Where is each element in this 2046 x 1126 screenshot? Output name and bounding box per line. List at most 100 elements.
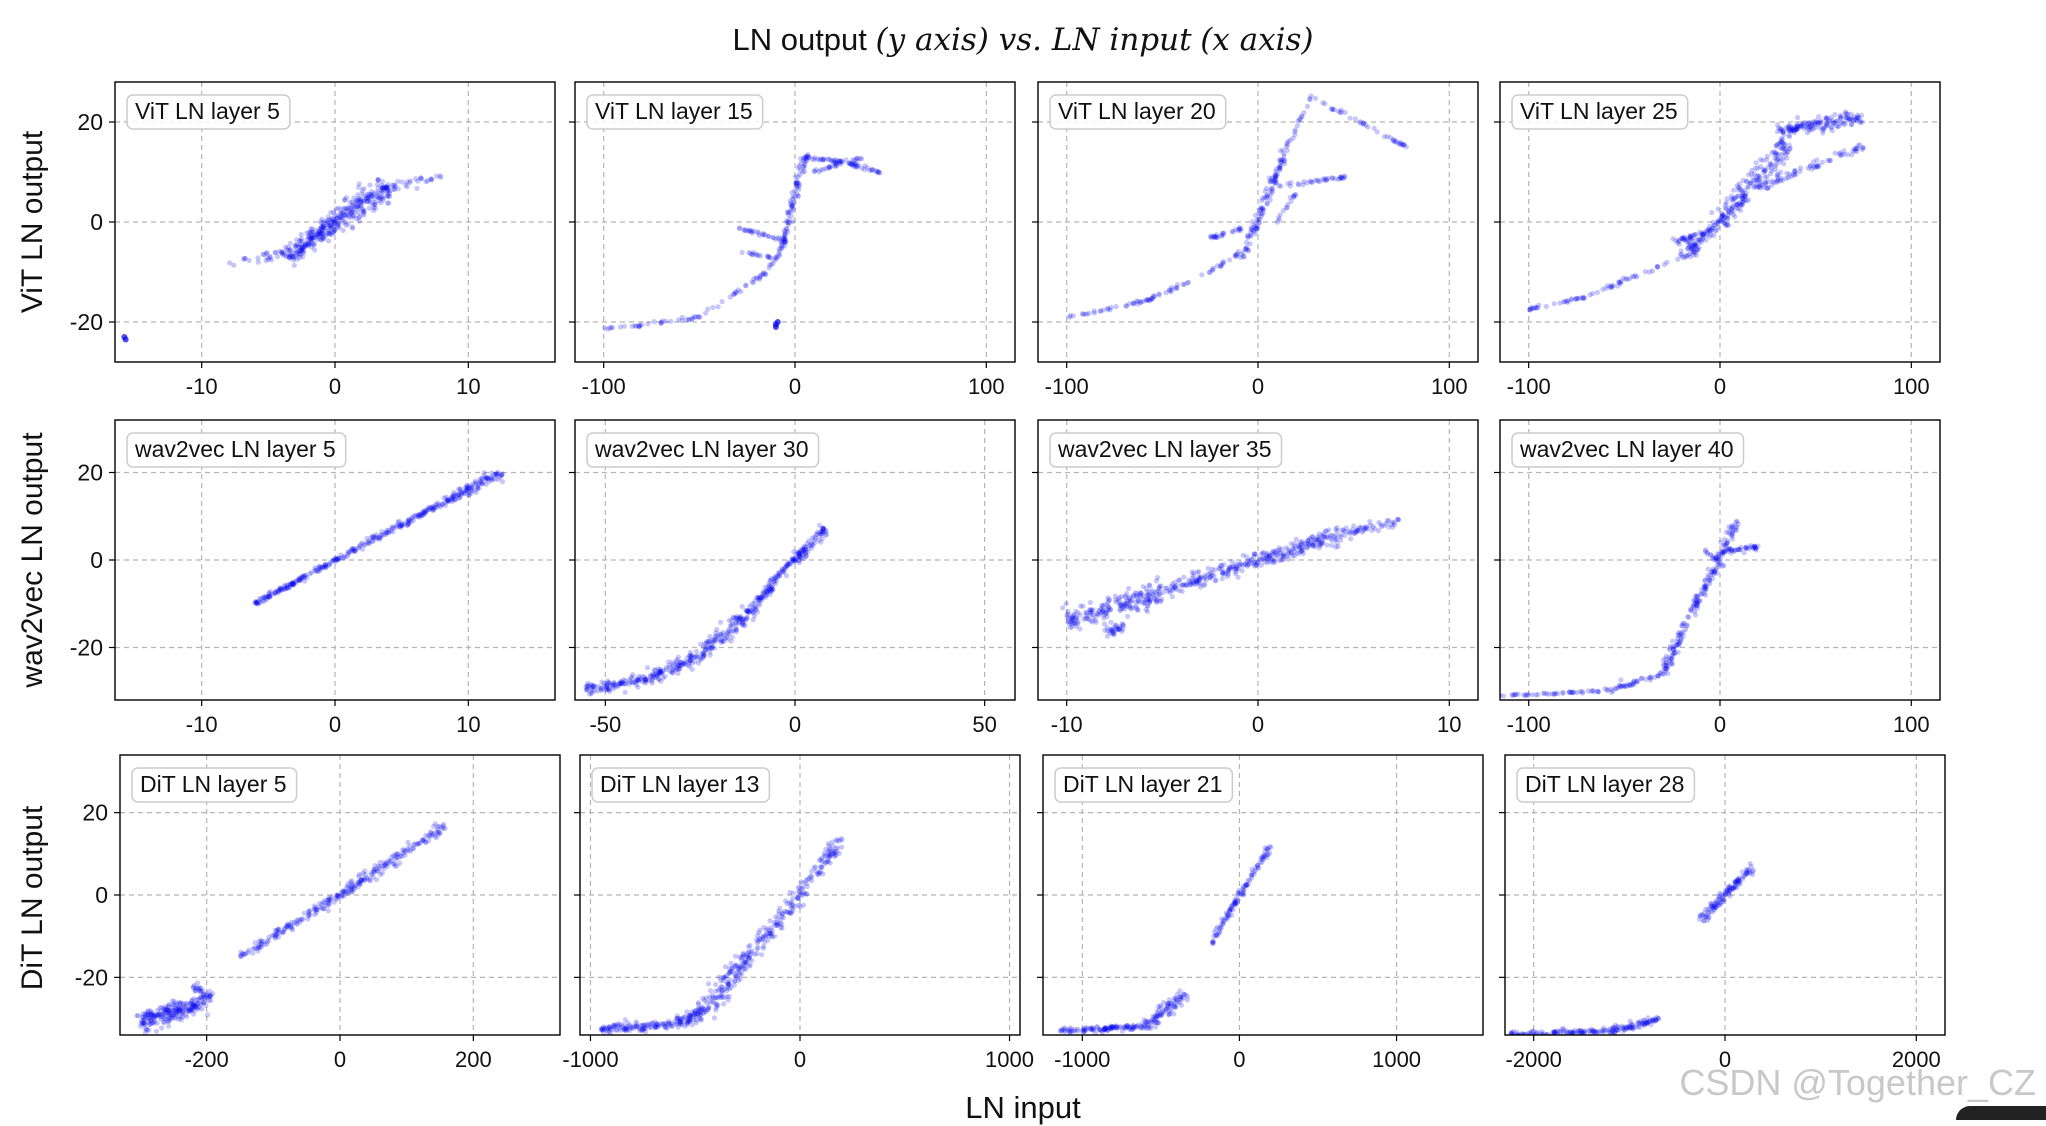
data-point bbox=[1353, 116, 1358, 121]
subplot-title-box: DiT LN layer 13 bbox=[592, 768, 769, 802]
data-point bbox=[741, 951, 746, 956]
data-point bbox=[705, 307, 710, 312]
data-point bbox=[1713, 567, 1718, 572]
data-point bbox=[775, 923, 780, 928]
data-point bbox=[1119, 629, 1124, 634]
data-point bbox=[701, 650, 706, 655]
data-point bbox=[798, 892, 803, 897]
data-point bbox=[251, 946, 256, 951]
data-point bbox=[367, 182, 372, 187]
data-point bbox=[850, 157, 855, 162]
data-point bbox=[1681, 634, 1686, 639]
data-point bbox=[384, 860, 389, 865]
data-point bbox=[374, 877, 379, 882]
data-point bbox=[1267, 844, 1272, 849]
data-point bbox=[343, 889, 348, 894]
data-point bbox=[648, 1022, 653, 1027]
data-point bbox=[1552, 301, 1557, 306]
data-point bbox=[695, 653, 700, 658]
data-point bbox=[1837, 151, 1842, 156]
subplot-title: DiT LN layer 21 bbox=[1063, 771, 1222, 797]
data-point bbox=[1088, 600, 1093, 605]
data-point bbox=[1278, 184, 1283, 189]
data-point bbox=[640, 674, 645, 679]
data-point bbox=[1838, 120, 1843, 125]
data-point bbox=[761, 272, 766, 277]
data-point bbox=[740, 250, 745, 255]
data-point bbox=[203, 1003, 208, 1008]
data-point bbox=[1276, 548, 1281, 553]
data-point bbox=[1680, 621, 1685, 626]
data-point bbox=[1305, 545, 1310, 550]
data-point bbox=[420, 838, 425, 843]
data-point bbox=[1656, 673, 1661, 678]
data-point bbox=[643, 677, 648, 682]
data-point bbox=[326, 238, 331, 243]
data-point bbox=[351, 549, 356, 554]
data-point bbox=[435, 824, 440, 829]
data-point bbox=[1209, 570, 1214, 575]
x-tick-label: 100 bbox=[1893, 712, 1930, 737]
data-point bbox=[584, 687, 589, 692]
data-point bbox=[1714, 228, 1719, 233]
data-point bbox=[1114, 304, 1119, 309]
data-point bbox=[727, 977, 732, 982]
data-point bbox=[378, 535, 383, 540]
data-point bbox=[1221, 562, 1226, 567]
data-point bbox=[500, 471, 505, 476]
data-point bbox=[1348, 116, 1353, 121]
data-point bbox=[1123, 303, 1128, 308]
data-point bbox=[737, 226, 742, 231]
data-point bbox=[724, 985, 729, 990]
data-point bbox=[227, 260, 232, 265]
subplot-title-box: ViT LN layer 15 bbox=[587, 95, 763, 129]
data-point bbox=[1174, 286, 1179, 291]
data-point bbox=[432, 505, 437, 510]
data-point bbox=[645, 321, 650, 326]
data-point bbox=[1775, 122, 1780, 127]
data-point bbox=[1686, 615, 1691, 620]
data-point bbox=[844, 157, 849, 162]
subplot-title-box: wav2vec LN layer 30 bbox=[587, 433, 819, 467]
data-point bbox=[1807, 120, 1812, 125]
data-point bbox=[1272, 173, 1277, 178]
data-point bbox=[1210, 940, 1215, 945]
data-point bbox=[348, 199, 353, 204]
data-point bbox=[310, 230, 315, 235]
data-point bbox=[256, 260, 261, 265]
data-point bbox=[1232, 899, 1237, 904]
data-point bbox=[437, 830, 442, 835]
data-point bbox=[1703, 583, 1708, 588]
data-point bbox=[1234, 566, 1239, 571]
data-point bbox=[1773, 162, 1778, 167]
data-point bbox=[1265, 560, 1270, 565]
data-point bbox=[372, 870, 377, 875]
data-point bbox=[775, 319, 781, 325]
data-point bbox=[1092, 308, 1097, 313]
data-point bbox=[1513, 692, 1518, 697]
data-point bbox=[1105, 1028, 1110, 1033]
data-point bbox=[1176, 578, 1181, 583]
data-point bbox=[1170, 582, 1175, 587]
data-point bbox=[143, 1015, 148, 1020]
data-point bbox=[1739, 202, 1744, 207]
data-point bbox=[1114, 625, 1119, 630]
data-point bbox=[1081, 1028, 1086, 1033]
data-point bbox=[1697, 598, 1702, 603]
data-point bbox=[820, 536, 825, 541]
data-point bbox=[765, 926, 770, 931]
data-point bbox=[329, 219, 334, 224]
data-point bbox=[419, 176, 424, 181]
data-point bbox=[293, 254, 298, 259]
data-point bbox=[300, 254, 305, 259]
data-point bbox=[182, 1005, 187, 1010]
data-point bbox=[1792, 172, 1797, 177]
data-point bbox=[1832, 112, 1837, 117]
data-point bbox=[1064, 601, 1069, 606]
data-point bbox=[1617, 279, 1622, 284]
data-point bbox=[1270, 178, 1275, 183]
data-point bbox=[865, 165, 870, 170]
